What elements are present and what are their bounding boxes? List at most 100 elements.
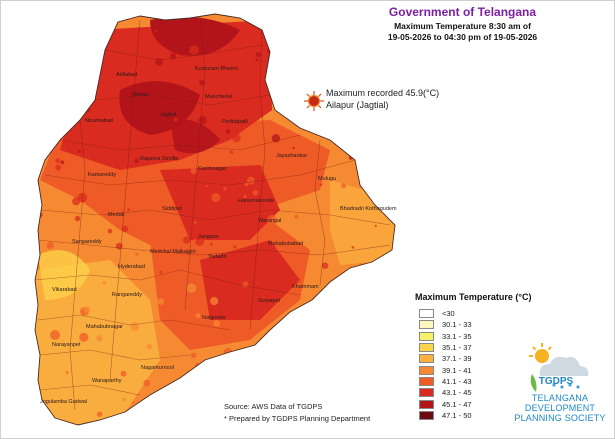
- hotspot: [140, 169, 151, 180]
- tgdps-org-name: TELANGANA DEVELOPMENT PLANNING SOCIETY: [510, 393, 610, 423]
- hotspot: [146, 344, 153, 350]
- hotspot: [193, 221, 197, 224]
- hotspot: [285, 24, 289, 28]
- max-temperature-callout: Maximum recorded 45.9(°C) Ailapur (Jagti…: [326, 87, 439, 111]
- hotspot: [210, 297, 219, 306]
- legend-swatch: [419, 320, 434, 330]
- hotspot: [60, 160, 65, 165]
- hotspot: [159, 270, 163, 274]
- legend-item: 39.1 - 41: [419, 364, 519, 375]
- hotspot: [194, 238, 197, 241]
- hotspot: [213, 320, 221, 327]
- district-label: Siddipet: [162, 206, 182, 212]
- hotspot: [43, 140, 51, 148]
- subtitle-line-2: 19-05-2026 to 04:30 pm of 19-05-2026: [387, 32, 538, 42]
- legend-swatch: [419, 365, 434, 375]
- hotspot: [272, 80, 279, 87]
- map-title: Government of Telangana: [388, 5, 537, 19]
- hotspot: [143, 379, 151, 387]
- source-note: Source: AWS Data of TGDPS * Prepared by …: [224, 401, 370, 425]
- legend-swatch: [419, 376, 434, 386]
- hotspot: [264, 172, 273, 181]
- max-temperature-location: Ailapur (Jagtial): [326, 100, 389, 110]
- hotspot: [111, 173, 120, 182]
- hotspot: [195, 236, 205, 246]
- tgdps-logo: TGDPS: [529, 343, 589, 392]
- hotspot: [207, 117, 213, 123]
- legend-swatch: [419, 331, 434, 341]
- hotspot: [134, 158, 139, 164]
- hotspot: [44, 78, 53, 86]
- hotspot: [130, 322, 140, 332]
- org-name-line-1: TELANGANA: [531, 393, 589, 403]
- legend-swatch: [419, 309, 434, 319]
- district-label: Medchal Malkajgiri: [150, 249, 196, 255]
- district-label: Karimnagar: [198, 166, 227, 172]
- hotspot: [195, 402, 205, 412]
- hotspot: [142, 418, 145, 421]
- source-text: Source: AWS Data of TGDPS: [224, 402, 323, 411]
- hotspot: [360, 360, 369, 369]
- district-label: Rangareddy: [112, 292, 142, 298]
- district-label: Jayashankar: [276, 153, 307, 159]
- hotspot: [132, 401, 135, 404]
- hotspot: [65, 371, 69, 374]
- district-label: Hanumakonda: [238, 198, 275, 204]
- hotspot: [232, 134, 241, 143]
- hotspot: [96, 335, 103, 342]
- hotspot: [82, 21, 91, 30]
- hotspot: [210, 38, 215, 43]
- hotspot: [120, 370, 127, 377]
- hotspot: [168, 385, 177, 393]
- legend-swatch: [419, 354, 434, 364]
- legend-item: 37.1 - 39: [419, 353, 519, 364]
- hotspot: [186, 283, 197, 294]
- hotspot: [233, 245, 237, 249]
- max-sun-icon: [304, 91, 324, 111]
- district-label: Nalgonda: [202, 315, 226, 321]
- legend-label: 41.1 - 43: [442, 376, 472, 386]
- hotspot: [210, 242, 214, 246]
- hotspot: [104, 140, 107, 143]
- logo-abbr: TGDPS: [539, 376, 574, 387]
- hotspot: [164, 118, 169, 123]
- hotspot: [315, 73, 319, 77]
- hotspot: [351, 246, 355, 249]
- district-label: Kumuram Bheem: [195, 66, 238, 72]
- hotspot: [231, 27, 237, 32]
- district-label: Vikarabad: [52, 287, 77, 293]
- hotspot: [170, 53, 177, 60]
- legend-swatch: [419, 388, 434, 398]
- hotspot: [189, 45, 200, 56]
- legend-swatch: [419, 399, 434, 409]
- hotspot: [96, 411, 103, 418]
- logo-rain-icon: [552, 383, 580, 389]
- hotspot: [63, 83, 67, 86]
- legend-label: 37.1 - 39: [442, 354, 472, 364]
- hotspot: [89, 84, 95, 90]
- legend-item: <30: [419, 308, 519, 319]
- district-label: Mahabubabad: [268, 241, 303, 247]
- legend-item: 47.1 - 50: [419, 410, 519, 421]
- legend-item: 30.1 - 33: [419, 319, 519, 330]
- legend-item: 35.1 - 37: [419, 342, 519, 353]
- hotspot: [72, 197, 81, 206]
- district-label: Suryapet: [258, 298, 280, 304]
- district-label: Peddapalli: [222, 119, 248, 125]
- district-label: Hyderabad: [118, 264, 145, 270]
- hotspot: [153, 222, 156, 226]
- hotspot: [135, 252, 139, 256]
- hotspot: [127, 208, 131, 212]
- legend-swatch: [419, 343, 434, 353]
- legend-label: 43.1 - 45: [442, 388, 472, 398]
- legend-label: 30.1 - 33: [442, 320, 472, 330]
- legend-swatch: [419, 410, 434, 420]
- hotspot: [288, 273, 293, 278]
- hotspot: [74, 215, 81, 222]
- hotspot: [349, 286, 355, 292]
- legend-item: 41.1 - 43: [419, 376, 519, 387]
- hotspot: [67, 75, 71, 80]
- hotspot: [211, 193, 221, 203]
- hotspot: [244, 73, 253, 82]
